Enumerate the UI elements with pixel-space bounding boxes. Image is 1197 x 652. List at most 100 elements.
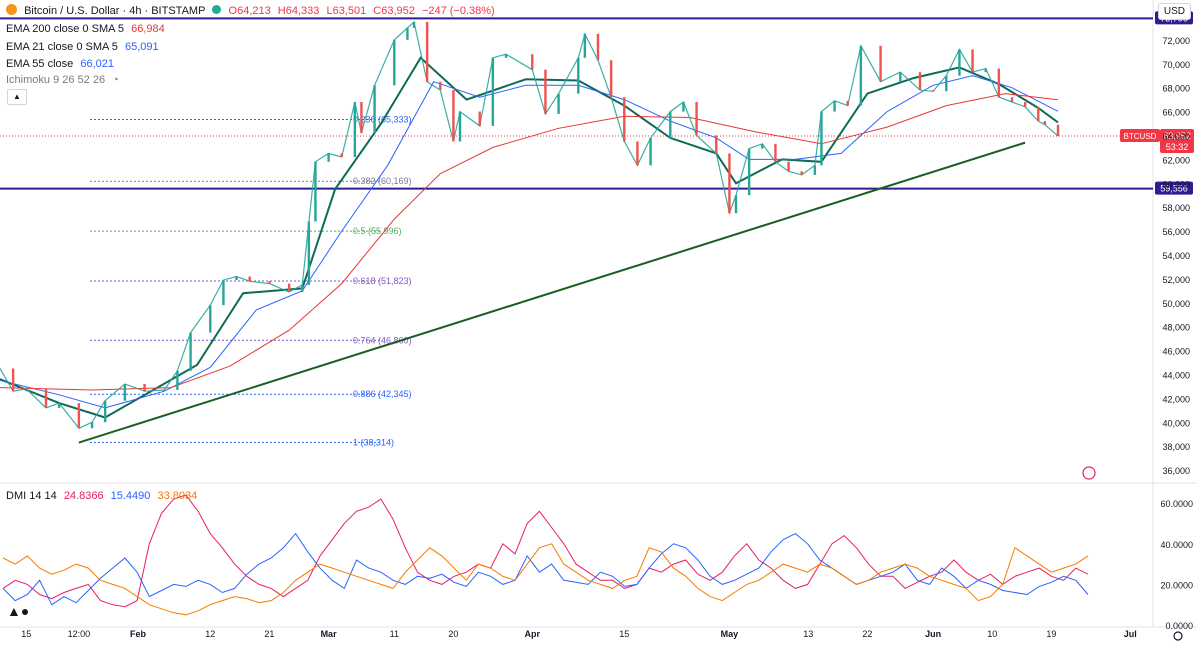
time-tick-label: 20 bbox=[448, 629, 458, 639]
ohlc-open: O64,213 bbox=[228, 5, 271, 17]
price-candle bbox=[984, 68, 987, 73]
dmi-tick-label: 40.0000 bbox=[1160, 540, 1193, 550]
fib-level-label: 0.382 (60,169) bbox=[353, 176, 412, 186]
currency-button[interactable]: USD bbox=[1157, 3, 1191, 20]
price-candle bbox=[623, 97, 626, 142]
price-candle bbox=[1010, 97, 1014, 103]
indicator-value: 66,984 bbox=[131, 23, 165, 35]
price-candle bbox=[412, 21, 416, 28]
price-candle bbox=[491, 57, 495, 126]
symbol-tag bbox=[1120, 129, 1160, 143]
price-candle bbox=[478, 111, 481, 126]
price-tick-label: 62,000 bbox=[1162, 155, 1190, 165]
price-candle bbox=[682, 102, 685, 112]
price-candle bbox=[557, 93, 560, 114]
price-tick-label: 44,000 bbox=[1162, 370, 1190, 380]
price-candle bbox=[715, 135, 718, 154]
price-candle bbox=[609, 60, 613, 98]
price-candle bbox=[314, 161, 317, 222]
price-candle bbox=[235, 276, 238, 281]
countdown-label: 53:32 bbox=[1166, 142, 1189, 152]
price-candle bbox=[307, 221, 311, 285]
fibonacci-retracement: 0.236 (65,333) 0.382 (60,169) 0.5 (55,996)… bbox=[90, 115, 412, 447]
eye-hidden-icon[interactable]: ◔ bbox=[112, 74, 119, 86]
dmi-adx-value: 33.8034 bbox=[157, 490, 198, 502]
symbol-title[interactable]: Bitcoin / U.S. Dollar · 4h · BITSTAMP bbox=[24, 5, 206, 17]
price-tick-label: 52,000 bbox=[1162, 275, 1190, 285]
price-candle bbox=[189, 332, 192, 371]
price-candle bbox=[123, 384, 127, 401]
price-candle bbox=[918, 72, 922, 91]
indicator-label: EMA 55 close bbox=[6, 58, 74, 70]
price-candle bbox=[859, 45, 863, 106]
collapse-legend-button[interactable]: ▲ bbox=[7, 89, 27, 105]
price-tick-label: 46,000 bbox=[1162, 347, 1190, 357]
dmi-adx-line bbox=[2, 543, 1089, 616]
price-candle bbox=[544, 69, 547, 114]
price-candle bbox=[353, 102, 357, 157]
price-candle bbox=[787, 161, 790, 172]
price-candle bbox=[425, 21, 429, 82]
time-tick-label: 22 bbox=[862, 629, 872, 639]
price-candle bbox=[209, 305, 212, 333]
price-candle bbox=[360, 102, 363, 134]
time-tick-label: 13 bbox=[803, 629, 813, 639]
fib-level-label: 0.236 (65,333) bbox=[353, 115, 412, 125]
price-candle bbox=[774, 143, 777, 162]
settings-gear-icon[interactable] bbox=[1173, 631, 1183, 641]
trendline bbox=[78, 141, 1096, 480]
price-tick-label: 58,000 bbox=[1162, 203, 1190, 213]
series-line-ema-21 bbox=[0, 56, 1059, 419]
symbol-header: Bitcoin / U.S. Dollar · 4h · BITSTAMP O6… bbox=[6, 4, 499, 17]
fib-level-label: 0.764 (46,860) bbox=[353, 335, 412, 345]
dmi-tick-label: 0.0000 bbox=[1165, 621, 1193, 631]
indicator-lines bbox=[0, 56, 1059, 419]
price-tick-label: 38,000 bbox=[1162, 442, 1190, 452]
price-candle bbox=[143, 384, 146, 392]
tradingview-logo: ▲● bbox=[7, 603, 30, 619]
dmi-pane: 60.0000 40.0000 20.0000 0.0000 bbox=[2, 494, 1193, 631]
price-candle bbox=[504, 54, 508, 58]
dmi-plus-value: 24.8366 bbox=[63, 490, 104, 502]
time-tick-label: 12:00 bbox=[68, 629, 91, 639]
horizontal-level-tag bbox=[1155, 181, 1193, 195]
price-candle bbox=[945, 75, 948, 92]
indicator-ema21[interactable]: EMA 21 close 0 SMA 5 65,091 bbox=[6, 41, 163, 53]
last-price-label: 63,952 bbox=[1163, 131, 1191, 141]
price-candle bbox=[583, 33, 587, 58]
price-candle bbox=[103, 400, 107, 423]
price-candle bbox=[163, 389, 166, 392]
price-candle bbox=[649, 137, 652, 166]
time-tick-label: Jul bbox=[1124, 629, 1137, 639]
price-candle bbox=[899, 72, 902, 82]
indicator-ichimoku[interactable]: Ichimoku 9 26 52 26 ◔ bbox=[6, 74, 123, 86]
fib-level-label: 1 (38,314) bbox=[353, 437, 394, 447]
price-candle bbox=[301, 284, 304, 293]
time-tick-label: 15 bbox=[619, 629, 629, 639]
fib-level-label: 0.618 (51,823) bbox=[353, 276, 412, 286]
price-candle bbox=[406, 27, 409, 40]
dmi-minus-value: 15.4490 bbox=[110, 490, 151, 502]
price-candle bbox=[997, 68, 1001, 98]
price-candle bbox=[1037, 106, 1040, 122]
time-tick-label: 19 bbox=[1046, 629, 1056, 639]
dmi-tick-label: 60.0000 bbox=[1160, 499, 1193, 509]
price-candle bbox=[25, 388, 28, 392]
indicator-ema55[interactable]: EMA 55 close 66,021 bbox=[6, 58, 118, 70]
price-series bbox=[0, 20, 1060, 429]
dmi-legend[interactable]: DMI 14 14 24.8366 15.4490 33.8034 bbox=[6, 490, 201, 502]
indicator-value: 65,091 bbox=[124, 41, 159, 53]
time-tick-label: 21 bbox=[264, 629, 274, 639]
indicator-ema200[interactable]: EMA 200 close 0 SMA 5 66,984 bbox=[6, 23, 169, 35]
price-candle bbox=[747, 148, 751, 196]
dmi-minus-line bbox=[2, 532, 1089, 606]
price-candle bbox=[695, 102, 698, 136]
price-candle bbox=[1043, 121, 1047, 125]
price-tick-label: 56,000 bbox=[1162, 227, 1190, 237]
price-candle bbox=[287, 283, 291, 293]
ohlc-high: H64,333 bbox=[277, 5, 320, 17]
price-tick-label: 48,000 bbox=[1162, 323, 1190, 333]
price-candle bbox=[11, 368, 15, 392]
